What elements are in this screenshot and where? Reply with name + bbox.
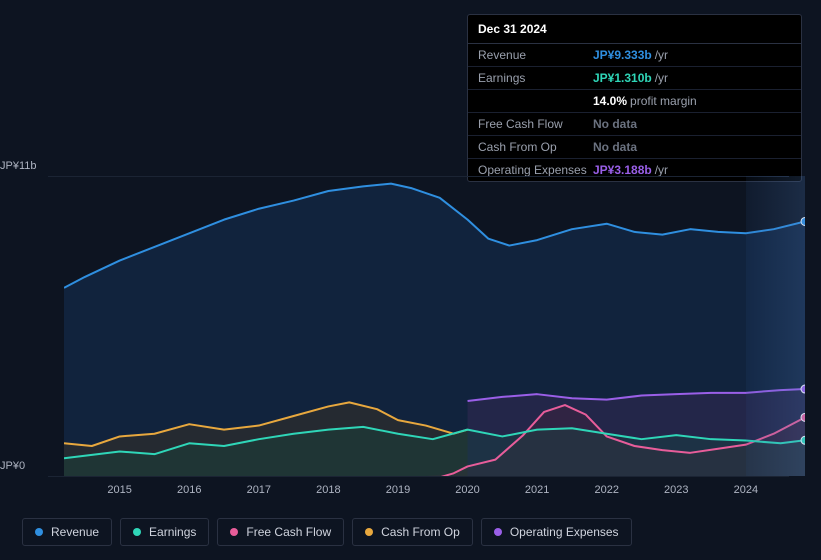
legend-item-revenue[interactable]: Revenue [22,518,112,546]
tooltip-row-suffix: /yr [655,48,668,62]
legend-label: Operating Expenses [510,525,619,539]
legend-label: Revenue [51,525,99,539]
chart-plot-area[interactable] [64,176,805,476]
x-tick: 2019 [386,484,410,496]
x-tick: 2018 [316,484,340,496]
legend-item-operating_expenses[interactable]: Operating Expenses [481,518,632,546]
tooltip-panel: Dec 31 2024RevenueJP¥9.333b/yrEarningsJP… [467,14,802,182]
tooltip-row-value: No data [593,140,637,154]
x-axis: 2015 2016 2017 2018 2019 2020 2021 2022 2023 2024 [64,484,805,502]
tooltip-row: Free Cash FlowNo data [468,113,801,136]
tooltip-row-suffix: /yr [655,163,668,177]
x-tick: 2022 [594,484,618,496]
x-tick: 2015 [107,484,131,496]
tooltip-row: RevenueJP¥9.333b/yr [468,44,801,67]
legend-swatch [35,528,43,536]
legend-swatch [365,528,373,536]
tooltip-row-suffix: profit margin [630,94,697,108]
legend-item-earnings[interactable]: Earnings [120,518,209,546]
tooltip-row-label: Revenue [478,48,593,62]
x-tick: 2024 [734,484,758,496]
y-axis-max-label: JP¥11b [0,160,48,172]
tooltip-row-label: Earnings [478,71,593,85]
tooltip-row: 14.0%profit margin [468,90,801,113]
legend-swatch [494,528,502,536]
legend-label: Cash From Op [381,525,460,539]
tooltip-row-value: JP¥1.310b [593,71,652,85]
legend-swatch [133,528,141,536]
tooltip-row: EarningsJP¥1.310b/yr [468,67,801,90]
legend-item-cash_from_op[interactable]: Cash From Op [352,518,473,546]
tooltip-date: Dec 31 2024 [468,15,801,44]
tooltip-row-value: JP¥9.333b [593,48,652,62]
chart-svg [64,176,805,476]
legend-item-free_cash_flow[interactable]: Free Cash Flow [217,518,344,546]
x-tick: 2021 [525,484,549,496]
tooltip-row-label: Cash From Op [478,140,593,154]
legend: Revenue Earnings Free Cash Flow Cash From O… [22,518,632,546]
x-tick: 2020 [455,484,479,496]
legend-label: Earnings [149,525,196,539]
x-tick: 2016 [177,484,201,496]
tooltip-row-value: No data [593,117,637,131]
tooltip-row-suffix: /yr [655,71,668,85]
forecast-shade [746,176,805,476]
y-axis-min-label: JP¥0 [0,460,48,472]
x-tick: 2017 [247,484,271,496]
tooltip-row-value: 14.0% [593,94,627,108]
tooltip-row: Cash From OpNo data [468,136,801,159]
legend-swatch [230,528,238,536]
tooltip-row-value: JP¥3.188b [593,163,652,177]
legend-label: Free Cash Flow [246,525,331,539]
tooltip-row-label: Operating Expenses [478,163,593,177]
tooltip-row-label: Free Cash Flow [478,117,593,131]
x-tick: 2023 [664,484,688,496]
gridline-bottom [48,476,789,477]
